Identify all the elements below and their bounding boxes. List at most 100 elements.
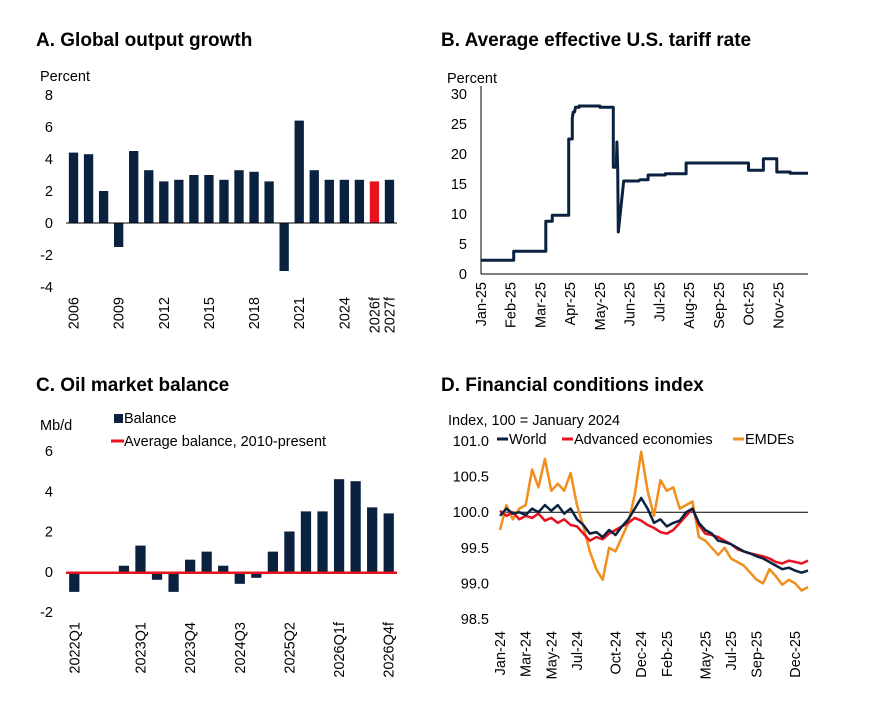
y-tick-label: 99.0: [461, 576, 489, 592]
bar: [234, 571, 245, 584]
y-tick-label: 25: [451, 117, 467, 133]
x-tick-label: Jul-24: [570, 631, 586, 671]
x-tick-label: Feb-25: [504, 282, 520, 328]
bar: [68, 152, 79, 223]
panel-d-financial-conditions-index: D. Financial conditions index Index, 100…: [441, 375, 809, 679]
x-tick-label: Jun-25: [623, 282, 639, 326]
y-tick-label: -4: [40, 280, 53, 296]
panel-b-y-unit: Percent: [447, 71, 497, 87]
bar: [83, 154, 94, 223]
panel-a-y-unit: Percent: [40, 69, 90, 85]
legend-label-average: Average balance, 2010-present: [124, 434, 326, 450]
x-tick-label: 2027f: [382, 296, 398, 333]
y-tick-label: 0: [45, 565, 53, 581]
bar: [339, 179, 350, 223]
x-tick-label: 2012: [157, 297, 173, 329]
panel-c-oil-market-balance: C. Oil market balance Mb/d 6 4 2 0 -2 Balance…: [36, 375, 398, 678]
x-tick-label: 2015: [202, 297, 218, 329]
legend-label-balance: Balance: [124, 411, 176, 427]
bar: [144, 170, 154, 223]
bar: [174, 179, 184, 223]
x-tick-label: 2021: [292, 297, 308, 329]
bar: [98, 191, 109, 223]
bar: [249, 171, 259, 223]
bar: [267, 551, 279, 572]
panel-b-us-tariff-rate: B. Average effective U.S. tariff rate Pe…: [441, 30, 808, 330]
x-tick-label: Dec-24: [634, 631, 650, 678]
panel-d-title: D. Financial conditions index: [441, 375, 704, 396]
series-line-emdes: [498, 450, 809, 592]
bar: [384, 179, 395, 223]
y-tick-label: 30: [451, 87, 467, 103]
panel-c-title: C. Oil market balance: [36, 375, 229, 396]
y-tick-label: 6: [45, 444, 53, 460]
x-tick-label: Mar-25: [533, 282, 549, 328]
x-tick-label: Aug-25: [682, 282, 698, 329]
y-tick-label: 10: [451, 207, 467, 223]
bar: [159, 181, 169, 223]
x-tick-label: 2026Q4f: [382, 621, 398, 678]
bar: [218, 565, 229, 572]
legend-label-emdes: EMDEs: [745, 432, 794, 448]
x-tick-label: 2022Q1: [67, 622, 83, 674]
y-tick-label: 20: [451, 147, 467, 163]
y-tick-label: 2: [45, 525, 53, 541]
bar: [129, 151, 139, 223]
bar: [383, 513, 394, 572]
x-tick-label: Oct-24: [609, 631, 625, 675]
tariff-rate-line: [481, 104, 808, 262]
bar: [69, 571, 80, 592]
bar: [279, 223, 289, 271]
x-tick-label: May-25: [593, 282, 609, 330]
bar: [317, 511, 328, 572]
x-tick-label: Nov-25: [771, 282, 787, 329]
y-tick-label: -2: [40, 605, 53, 621]
x-tick-label: Jul-25: [724, 631, 740, 671]
x-tick-label: 2023Q1: [133, 622, 149, 674]
panel-b-title: B. Average effective U.S. tariff rate: [441, 30, 751, 51]
y-tick-label: 15: [451, 177, 467, 193]
x-tick-label: Dec-25: [788, 631, 804, 678]
bar: [118, 565, 130, 572]
x-tick-label: Jan-25: [474, 282, 490, 326]
x-tick-label: 2025Q2: [282, 622, 298, 674]
y-tick-label: 0: [45, 216, 53, 232]
x-tick-label: Apr-25: [563, 282, 579, 326]
legend-label-advanced-economies: Advanced economies: [574, 432, 713, 448]
bar: [168, 571, 179, 592]
x-tick-label: 2026Q1f: [332, 621, 348, 678]
bar: [189, 175, 199, 223]
x-tick-label: Jan-24: [493, 631, 509, 675]
bar: [113, 223, 124, 247]
y-tick-label: 8: [45, 88, 53, 104]
bar: [309, 170, 319, 223]
panel-a-title: A. Global output growth: [36, 30, 252, 51]
bar: [219, 179, 229, 223]
y-tick-label: 98.5: [461, 612, 489, 628]
y-tick-label: -2: [40, 248, 53, 264]
x-tick-label: Sep-25: [712, 282, 728, 329]
x-tick-label: 2018: [247, 297, 263, 329]
x-tick-label: 2024: [337, 297, 353, 329]
legend-label-world: World: [509, 432, 547, 448]
y-tick-label: 101.0: [453, 434, 489, 450]
y-tick-label: 4: [45, 152, 53, 168]
bar: [251, 571, 262, 578]
x-tick-label: 2009: [112, 297, 128, 329]
bar: [135, 545, 146, 572]
panel-a-global-output-growth: A. Global output growth Percent 8 6 4 2 0 -2 -…: [36, 30, 398, 333]
bar: [294, 120, 304, 223]
series-line-world: [499, 496, 809, 574]
y-tick-label: 6: [45, 120, 53, 136]
x-tick-label: Sep-25: [750, 631, 766, 678]
bar: [234, 170, 244, 223]
bar: [284, 531, 295, 572]
x-tick-label: May-25: [698, 631, 714, 679]
bar: [264, 181, 274, 223]
series-line-advanced-economies: [499, 507, 809, 565]
bar: [184, 559, 196, 572]
bar: [367, 507, 378, 572]
y-tick-label: 99.5: [461, 541, 489, 557]
bar: [333, 479, 345, 572]
